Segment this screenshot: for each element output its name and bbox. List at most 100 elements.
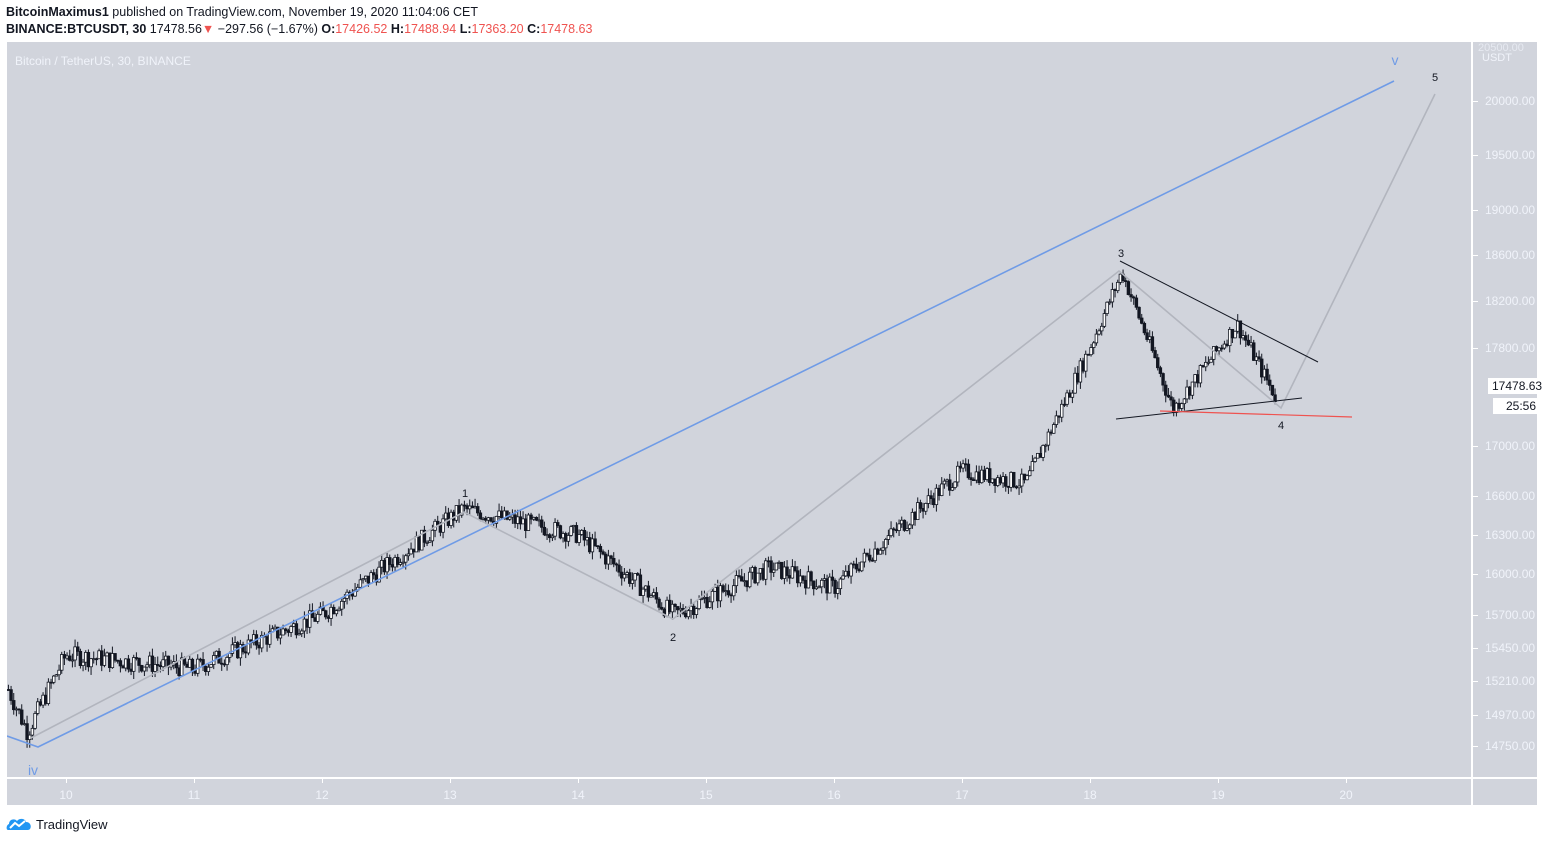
candle-down [417,536,421,551]
candle-up [644,585,648,590]
candle-up [566,535,571,542]
candle-down [1068,392,1072,398]
candle-down [1220,347,1224,350]
candle-down [78,650,83,666]
price-tick [1473,648,1478,649]
candle-up [985,468,989,480]
candle-down [582,529,587,541]
price-label: 16300.00 [1485,528,1536,542]
candle-up [57,669,61,676]
candle-down [190,658,195,671]
candle-up [756,572,760,584]
candle-up [942,480,947,485]
price-change: −297.56 (−1.67%) [217,22,318,36]
candle-down [598,546,603,553]
candle-up [590,538,595,553]
candle-up [1116,281,1120,292]
candle-down [286,630,291,633]
candle-up [1036,452,1040,459]
candle-up [337,608,341,612]
candle-up [414,536,419,553]
candle-down [1169,396,1173,401]
tradingview-footer[interactable]: TradingView [6,816,108,832]
candle-up [36,701,40,714]
candle-down [825,578,829,594]
candle-up [1108,301,1112,304]
time-tick [66,779,67,783]
plot-area[interactable]: iv 1 2 3 4 5 v Bitcoin / TetherUS, 30, BINANCE [7,42,1471,777]
candle-up [849,563,853,577]
candle-down [265,636,269,645]
candle-up [209,664,213,668]
price-axis[interactable]: 20000.00 19500.00 19000.00 18600.00 18200.00… [1471,42,1539,777]
candle-up [1222,343,1227,349]
candle-down [1188,386,1192,396]
candle-up [900,519,904,525]
candle-up [897,523,901,531]
candle-down [513,514,517,524]
candle-up [828,576,832,594]
candle-up [633,573,637,581]
candle-down [660,606,664,610]
candle-up [30,727,35,736]
candle-down [894,529,899,532]
candle-down [1150,336,1155,351]
candle-up [862,552,867,563]
time-tick [450,779,451,783]
candle-down [1134,297,1139,308]
candle-down [108,652,112,669]
price-chart-canvas[interactable]: iv 1 2 3 4 5 v [7,42,1471,777]
candle-down [937,487,941,496]
price-label: 16000.00 [1485,567,1536,581]
price-label: 16600.00 [1485,489,1536,503]
candle-up [54,674,59,677]
candle-up [1209,358,1213,363]
candle-up [889,528,893,537]
candle-up [940,483,944,496]
candle-down [993,478,997,486]
candle-down [462,504,467,507]
candle-up [398,562,403,565]
candle-up [953,481,957,488]
candle-down [721,585,725,592]
time-axis[interactable]: 10 11 12 13 14 15 16 17 18 19 20 [7,777,1471,807]
candle-up [697,599,701,610]
time-tick [322,779,323,783]
price-tick [1473,301,1478,302]
candle-down [636,573,640,576]
candle-down [998,477,1003,484]
candle-down [1268,379,1272,386]
chart-container[interactable]: iv 1 2 3 4 5 v Bitcoin / TetherUS, 30, BINANCE… [7,42,1539,807]
candle-up [710,590,715,603]
candle-up [689,605,693,612]
candle-up [142,666,147,672]
candle-down [833,579,837,594]
candle-up [73,646,77,661]
candle-up [641,588,645,596]
candle-down [542,526,547,536]
candle-up [822,578,827,581]
candle-up [1052,424,1056,434]
candle-down [1246,339,1251,346]
candle-down [478,512,483,520]
candle-up [1070,392,1075,398]
candle-up [1185,386,1189,400]
candle-up [1110,289,1115,303]
candle-down [1076,372,1080,383]
author-name[interactable]: BitcoinMaximus1 [6,5,109,19]
candle-up [838,578,843,590]
candle-up [537,519,541,522]
price-tick [1473,255,1478,256]
candle-up [481,517,485,520]
candle-up [708,601,712,608]
candle-up [292,623,296,627]
down-arrow-icon: ▼ [201,22,215,36]
candle-up [910,511,915,526]
descending-trendline [1119,260,1319,363]
candle-up [748,571,752,588]
candle-up [196,658,200,674]
candle-up [404,555,408,563]
candle-up [340,600,344,610]
candle-up [750,567,755,573]
candle-down [1238,320,1243,339]
